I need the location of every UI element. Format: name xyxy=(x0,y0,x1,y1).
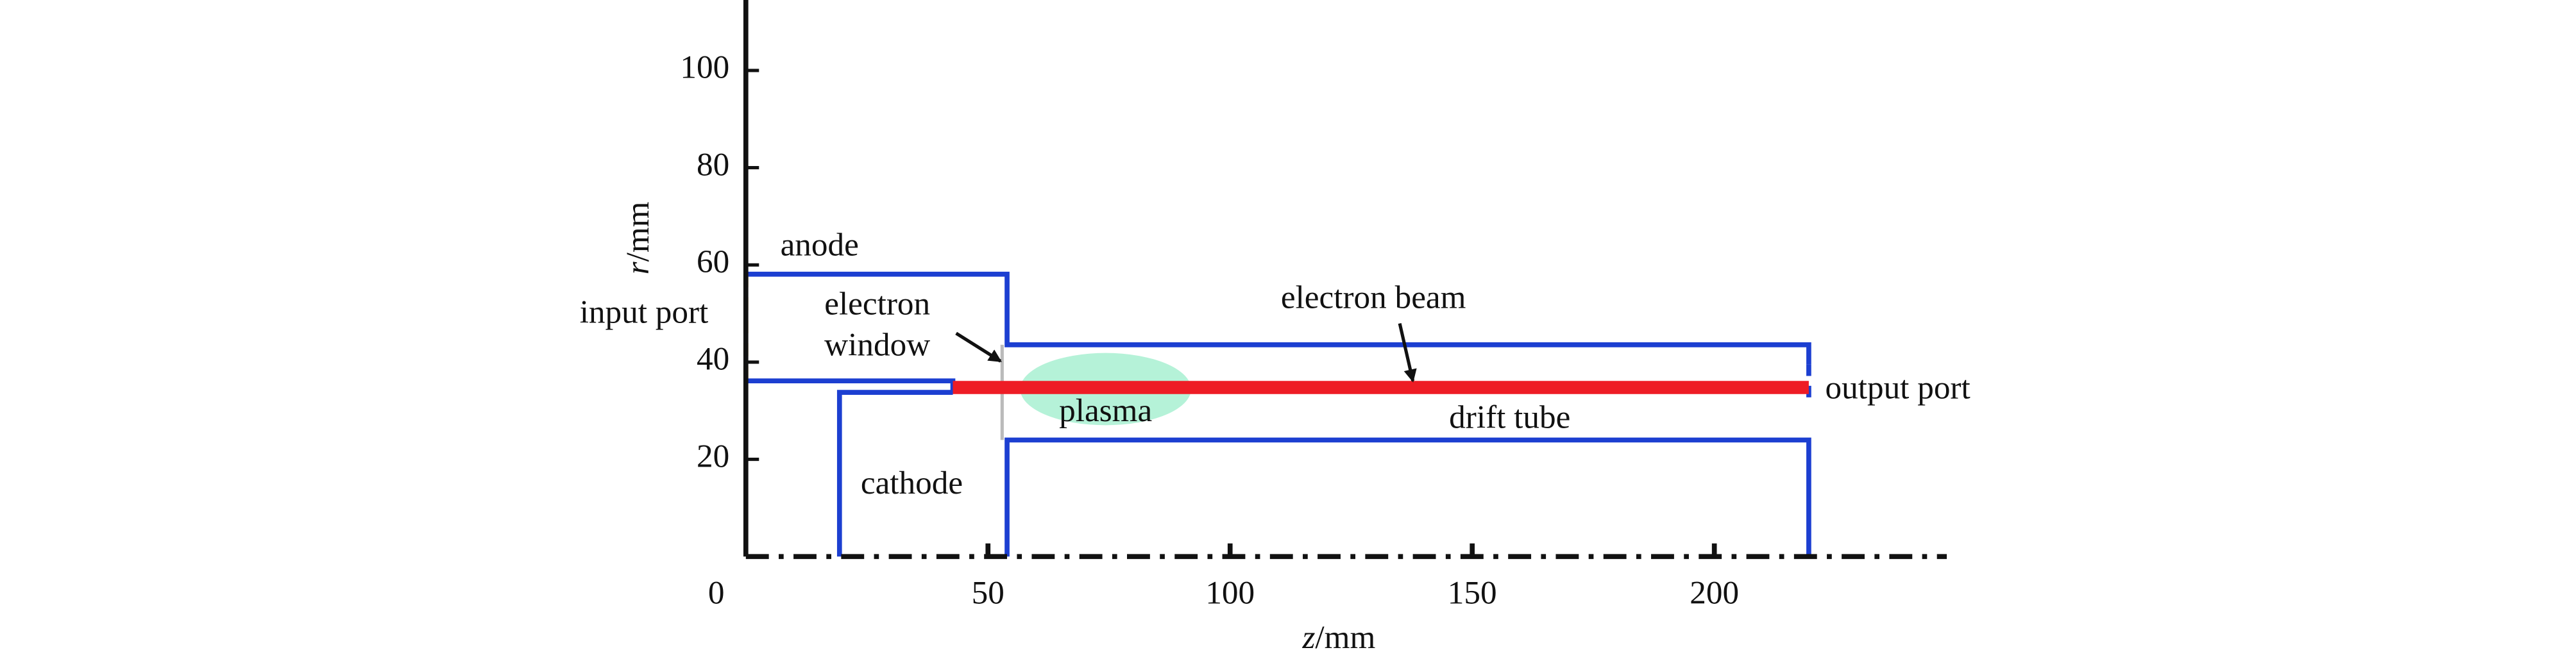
x-tick-label: 100 xyxy=(1205,574,1255,611)
y-label-unit: /mm xyxy=(620,201,656,262)
y-tick-label: 100 xyxy=(680,49,729,86)
arrow xyxy=(955,331,1002,363)
label: cathode xyxy=(861,465,963,501)
annotations: anode input port electron window electro… xyxy=(580,227,1970,501)
label: input port xyxy=(580,294,709,331)
x-tick-label: 50 xyxy=(972,574,1004,611)
y-axis-label: r/mm xyxy=(620,201,656,274)
y-tick-label: 60 xyxy=(697,244,729,280)
x-label-variable: z xyxy=(1301,619,1315,656)
y-tick-label: 20 xyxy=(697,438,729,474)
label: window xyxy=(824,327,930,363)
arrow xyxy=(1398,322,1417,383)
y-label-variable: r xyxy=(620,261,656,274)
label: anode xyxy=(781,227,859,263)
label: drift tube xyxy=(1449,399,1570,435)
label: electron xyxy=(824,286,930,322)
x-tick-label: 150 xyxy=(1448,574,1497,611)
x-label-unit: /mm xyxy=(1315,619,1375,656)
drift-tube-wall xyxy=(1004,437,1811,557)
label: plasma xyxy=(1059,392,1152,429)
y-tick-label: 40 xyxy=(697,341,729,378)
x-tick-label: 0 xyxy=(708,574,725,611)
y-tick-label: 80 xyxy=(697,146,729,183)
x-axis-label: z/mm xyxy=(1301,619,1375,656)
anode-wall xyxy=(745,271,1811,365)
cathode-wall xyxy=(836,390,953,557)
label: output port xyxy=(1826,369,1970,406)
x-tick-label: 200 xyxy=(1690,574,1739,611)
label: electron beam xyxy=(1281,279,1466,315)
